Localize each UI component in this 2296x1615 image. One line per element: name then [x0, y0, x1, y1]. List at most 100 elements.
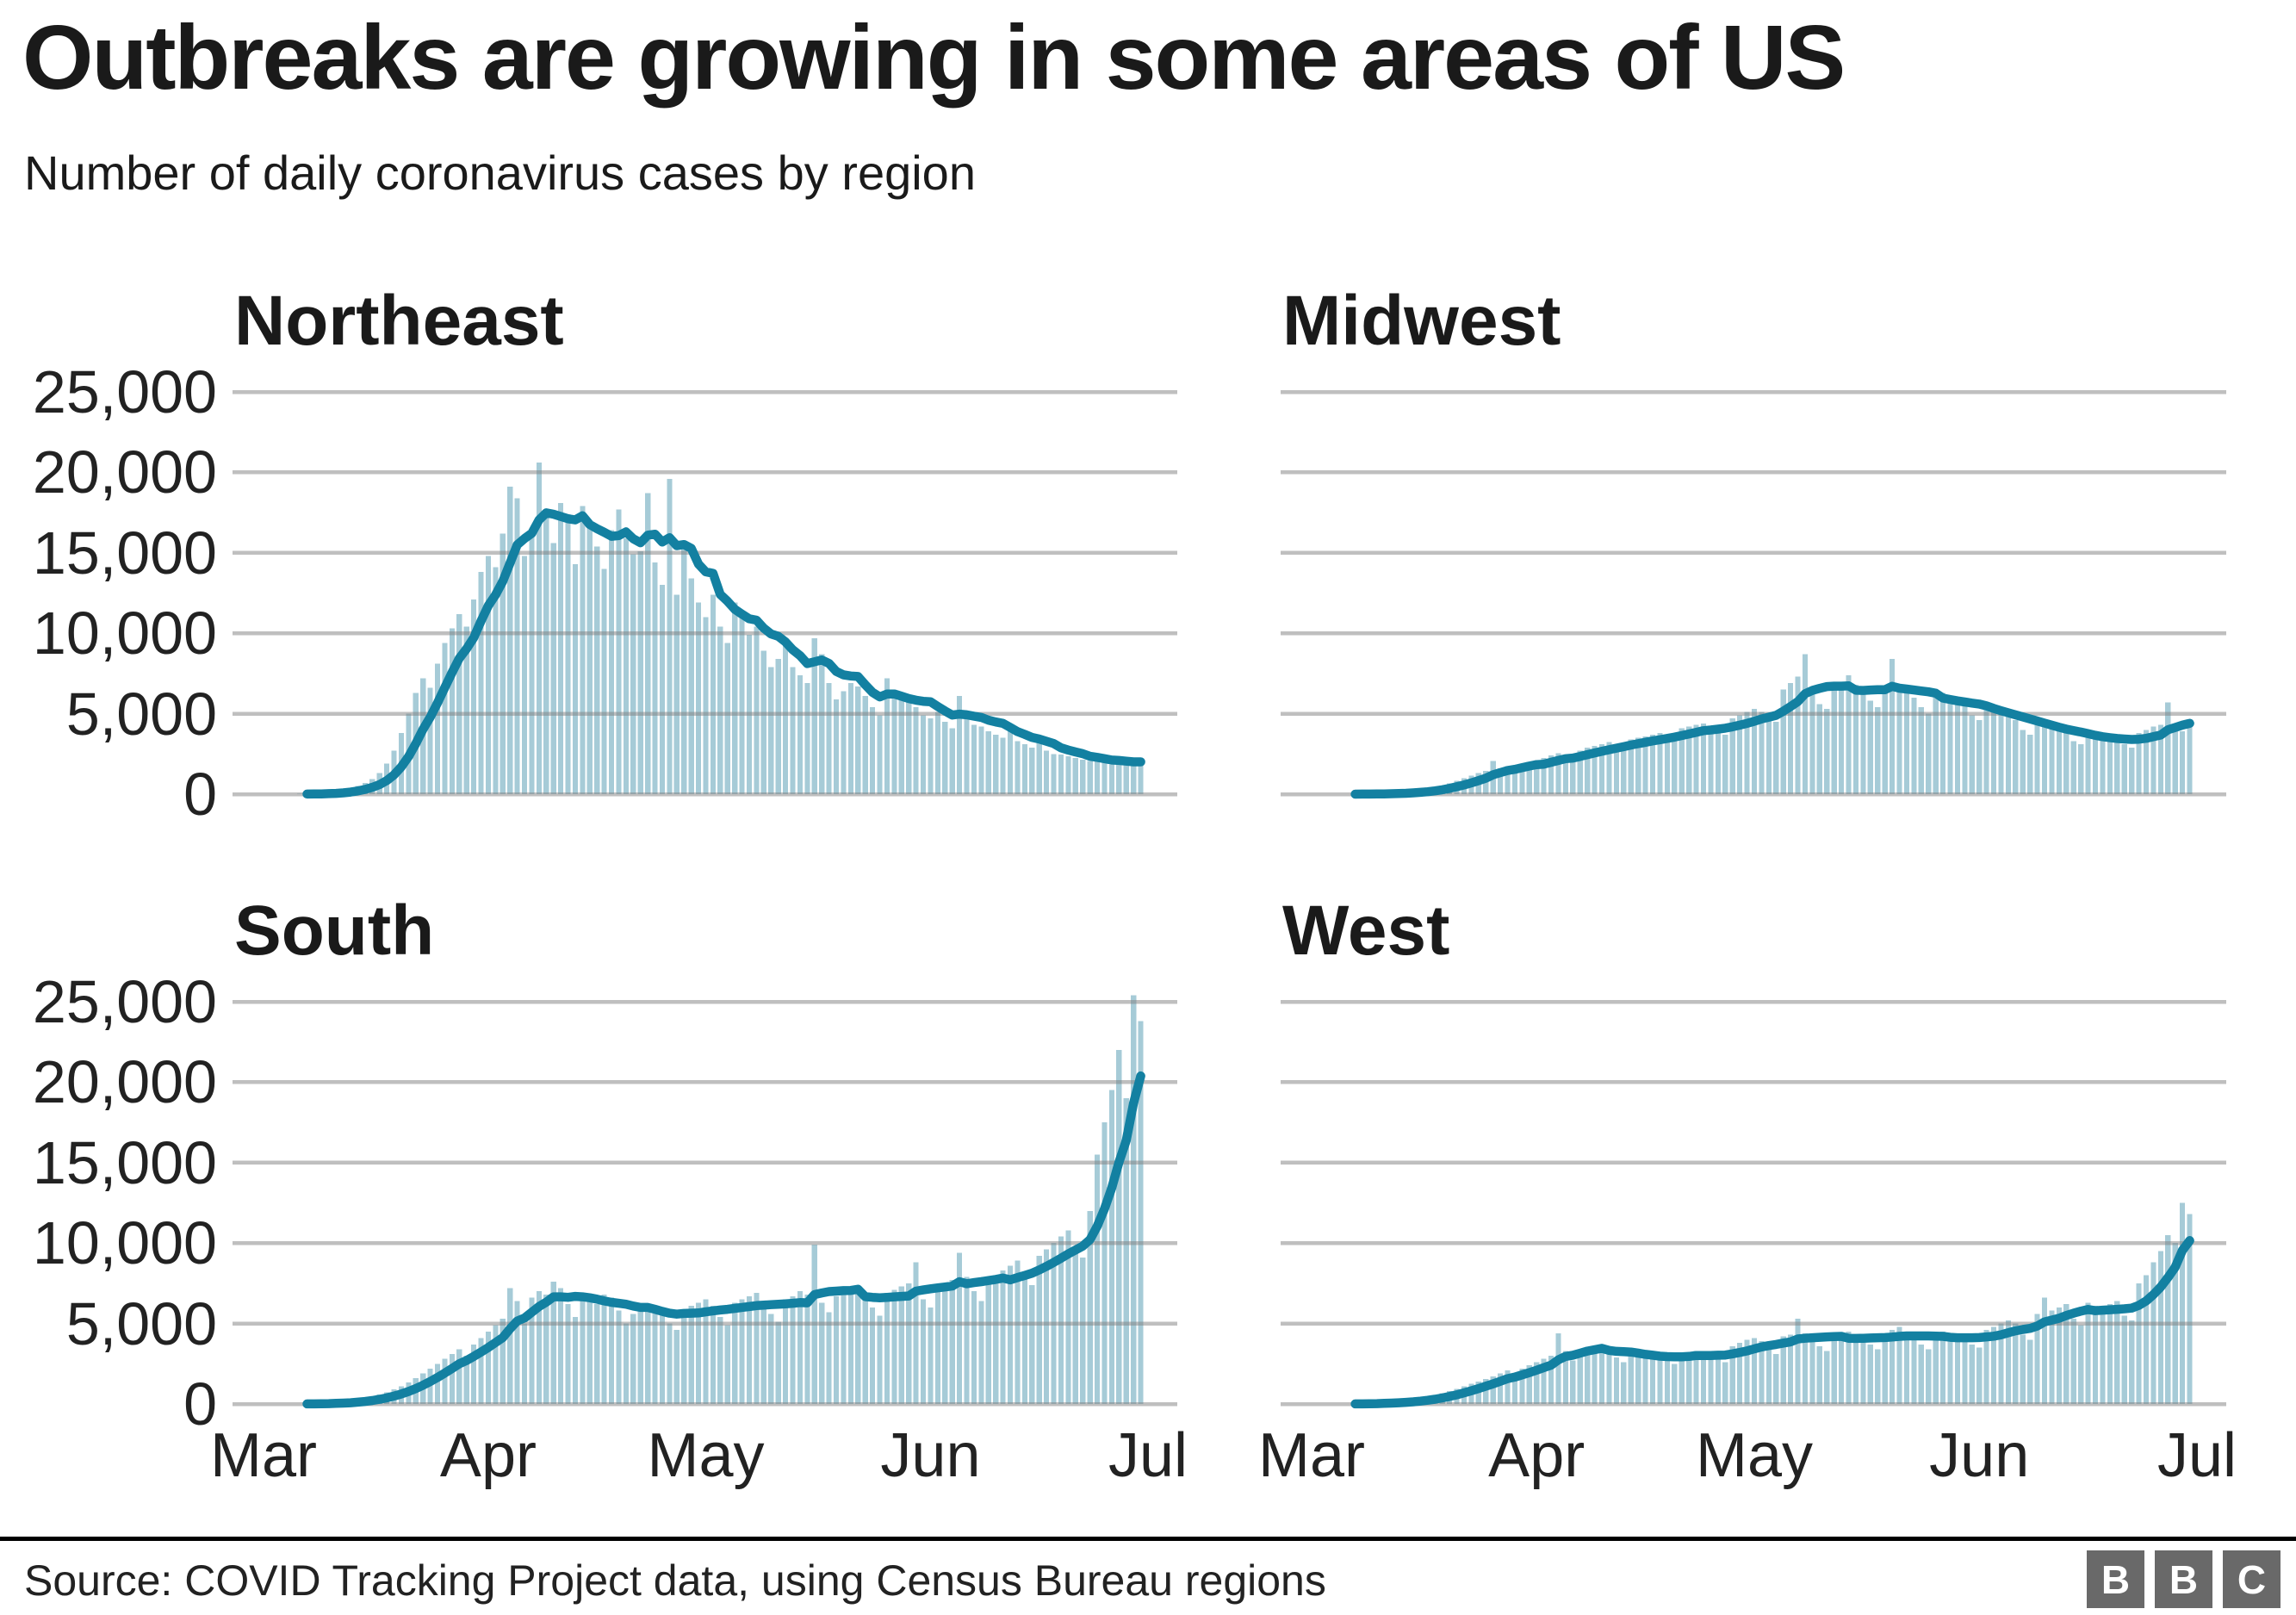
- bar: [1903, 691, 1910, 794]
- bar: [2129, 747, 2135, 794]
- bar: [1672, 741, 1678, 794]
- daily-bars: [1337, 1202, 2193, 1404]
- bar: [688, 578, 694, 794]
- bar: [2078, 1325, 2084, 1404]
- bar: [696, 602, 702, 794]
- bar: [1044, 1249, 1050, 1404]
- bar: [1729, 1345, 1735, 1404]
- bar: [1940, 693, 1946, 794]
- bar: [652, 562, 658, 794]
- bar: [1642, 736, 1648, 794]
- bar: [2005, 1320, 2011, 1404]
- bar: [1918, 1344, 1924, 1404]
- bar: [1095, 1154, 1101, 1404]
- y-axis-tick-label: 0: [183, 761, 217, 828]
- bar: [2070, 1319, 2076, 1404]
- bar: [580, 506, 586, 794]
- bar: [1926, 713, 1932, 794]
- bar: [971, 1291, 977, 1404]
- bar: [471, 1344, 477, 1404]
- bar: [1693, 1351, 1699, 1404]
- bar: [811, 637, 817, 794]
- bar: [456, 1349, 462, 1404]
- seven-day-average-line: [1350, 1236, 2194, 1409]
- bar: [1555, 753, 1561, 794]
- panel-title-south: South: [234, 891, 435, 970]
- bar: [1498, 768, 1504, 794]
- bar: [550, 1282, 556, 1404]
- bar: [2107, 736, 2113, 794]
- daily-bars: [1345, 654, 2193, 794]
- bar: [478, 1338, 484, 1404]
- bar: [485, 556, 492, 794]
- bar: [2114, 739, 2120, 794]
- y-axis-tick-label: 20,000: [32, 438, 217, 506]
- bar: [2034, 1314, 2040, 1404]
- bar: [609, 530, 615, 794]
- bbc-logo-letter: C: [2237, 1556, 2267, 1602]
- bar: [2056, 1307, 2062, 1404]
- bar: [1021, 744, 1027, 794]
- bar: [1505, 1370, 1511, 1404]
- bar: [1896, 687, 1902, 794]
- bar: [558, 502, 564, 794]
- bar: [746, 1295, 753, 1404]
- bar: [696, 1302, 702, 1404]
- bar: [790, 1295, 796, 1404]
- bar: [1562, 1351, 1568, 1404]
- bar: [1882, 1332, 1888, 1404]
- daily-bars: [282, 463, 1144, 794]
- bar: [1008, 1265, 1014, 1404]
- x-axis-month-label: Jul: [1108, 1421, 1188, 1490]
- bar: [928, 1307, 934, 1404]
- bar: [1875, 1349, 1881, 1404]
- bar: [2027, 1339, 2033, 1404]
- bar: [724, 643, 730, 794]
- bar: [1962, 1336, 1968, 1404]
- bar: [1722, 1362, 1728, 1404]
- bar: [783, 643, 789, 794]
- bar: [1015, 1260, 1021, 1404]
- bar: [1526, 761, 1532, 794]
- bar: [1008, 724, 1014, 794]
- bar: [898, 1286, 904, 1404]
- footer-divider: [0, 1537, 2296, 1541]
- bar: [688, 1306, 694, 1404]
- bar: [1036, 742, 1042, 794]
- bar: [2063, 733, 2070, 794]
- bar: [1809, 1338, 1815, 1404]
- bar: [1722, 734, 1728, 794]
- bar: [1998, 1323, 2004, 1404]
- bar: [1087, 1210, 1093, 1404]
- bar: [819, 1302, 825, 1404]
- bar: [572, 563, 579, 794]
- bar: [1744, 711, 1750, 794]
- bar: [768, 667, 774, 794]
- bar: [957, 696, 963, 794]
- bar: [775, 1321, 781, 1404]
- bar: [993, 734, 999, 794]
- bar: [877, 1315, 883, 1404]
- bar: [1131, 995, 1137, 1404]
- bar: [442, 643, 448, 794]
- bar: [485, 1331, 492, 1404]
- bar: [1065, 756, 1071, 794]
- bar: [1570, 1360, 1576, 1404]
- bar: [630, 554, 636, 794]
- bar: [1490, 1376, 1496, 1404]
- bar: [841, 1293, 847, 1404]
- bar: [1824, 709, 1830, 794]
- bar: [550, 543, 556, 794]
- bar: [934, 711, 940, 794]
- daily-bars: [289, 995, 1144, 1404]
- bar: [1065, 1230, 1071, 1404]
- x-axis-month-label: Jun: [1929, 1421, 2030, 1490]
- bar: [1628, 739, 1634, 794]
- bar: [645, 493, 651, 794]
- bar: [898, 699, 904, 794]
- x-axis-month-label: Mar: [210, 1421, 317, 1490]
- bar: [877, 715, 883, 794]
- bar: [580, 1301, 586, 1404]
- bar: [616, 509, 622, 794]
